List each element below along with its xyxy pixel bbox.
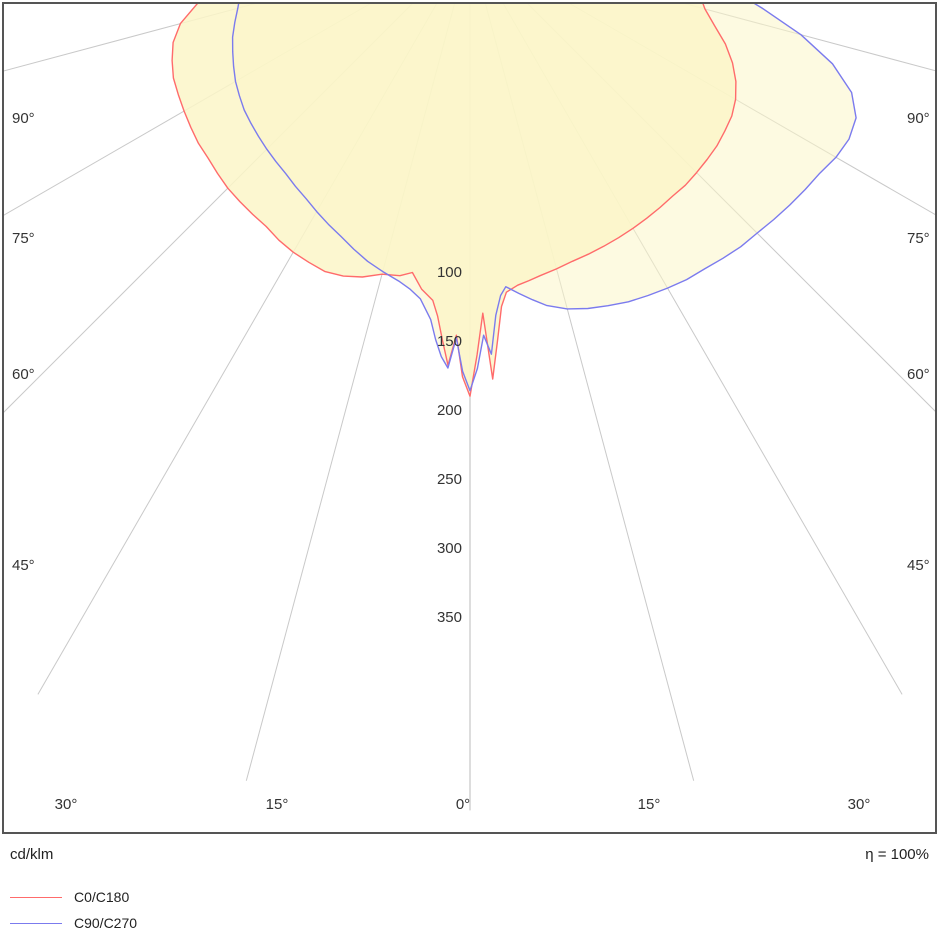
angle-label-bottom: 0° [456, 796, 470, 813]
radial-tick-label: 200 [437, 402, 462, 419]
radial-tick-label: 350 [437, 609, 462, 626]
efficiency-label: η = 100% [865, 846, 929, 863]
legend-color-swatch [10, 922, 62, 924]
angle-label-bottom: 15° [638, 796, 661, 813]
angle-label-left: 75° [12, 230, 35, 247]
plot-area: 100 150 200 250 300 350 90° 75° 60° 45° 90° 75° 60° 4… [2, 2, 937, 834]
distribution-curves [171, 4, 857, 397]
radial-tick-label: 300 [437, 540, 462, 557]
radial-tick-label: 150 [437, 333, 462, 350]
polar-grid-and-curves: 100 150 200 250 300 350 90° 75° 60° 45° 90° 75° 60° 4… [4, 4, 935, 813]
radial-tick-label: 100 [437, 264, 462, 281]
angle-label-right: 45° [907, 557, 930, 574]
series-line-c90 [231, 4, 857, 392]
angle-label-left: 45° [12, 557, 35, 574]
distribution-fill [172, 4, 857, 397]
series-line-c0 [171, 4, 737, 397]
legend-item: C90/C270 [10, 910, 137, 936]
legend-color-swatch [10, 896, 62, 898]
angle-label-left: 60° [12, 366, 35, 383]
legend-series-label: C0/C180 [74, 889, 130, 905]
legend-series-label: C90/C270 [74, 915, 138, 931]
angle-label-right: 75° [907, 230, 930, 247]
angle-label-right: 60° [907, 366, 930, 383]
angle-label-bottom: 15° [266, 796, 289, 813]
grid-spoke [4, 4, 256, 72]
radial-tick-label: 250 [437, 471, 462, 488]
series-fill-c90 [232, 4, 857, 391]
legend-item: C0/C180 [10, 884, 137, 910]
angle-tick-labels: 90° 75° 60° 45° 90° 75° 60° 45° 30° 15° 0° 15° 30° [12, 110, 930, 813]
unit-label: cd/klm [10, 846, 54, 863]
angle-label-left: 90° [12, 110, 35, 127]
chart-legend: C0/C180 C90/C270 [10, 884, 137, 936]
chart-footer: cd/klm η = 100% C0/C180 C90/C270 [0, 838, 941, 941]
radial-tick-labels: 100 150 200 250 300 350 [437, 264, 462, 626]
angle-label-bottom: 30° [848, 796, 871, 813]
angle-label-bottom: 30° [55, 796, 78, 813]
angle-label-right: 90° [907, 110, 930, 127]
